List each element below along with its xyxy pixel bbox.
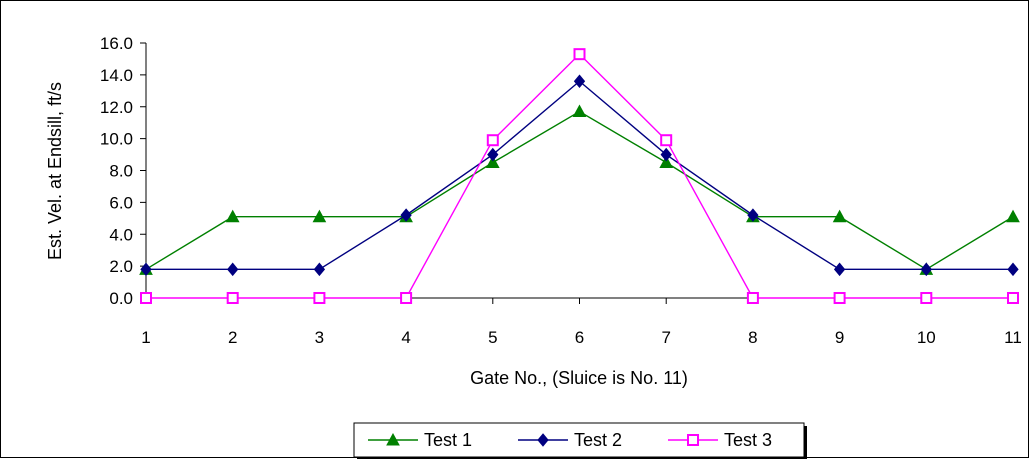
data-point xyxy=(833,292,846,304)
data-point xyxy=(747,208,759,222)
data-point xyxy=(400,208,412,222)
x-tick-label: 5 xyxy=(488,328,497,347)
x-tick-label: 11 xyxy=(1004,328,1022,347)
x-axis-title: Gate No., (Sluice is No. 11) xyxy=(470,368,688,388)
x-tick-label: 6 xyxy=(575,328,584,347)
data-point xyxy=(487,147,499,162)
x-tick-label: 3 xyxy=(315,328,324,347)
data-point xyxy=(486,134,499,147)
data-point xyxy=(313,292,326,304)
y-tick-label: 0.0 xyxy=(109,289,133,308)
data-point xyxy=(573,48,586,61)
data-point xyxy=(833,262,846,277)
series-line xyxy=(146,53,1013,299)
x-tick-label: 8 xyxy=(748,328,757,347)
data-point xyxy=(660,147,672,162)
data-point xyxy=(832,209,847,223)
data-point xyxy=(573,74,586,89)
x-tick-label: 10 xyxy=(917,328,936,347)
data-point xyxy=(225,209,240,223)
series-1 xyxy=(139,104,1020,275)
data-point xyxy=(1006,209,1020,223)
y-tick-label: 2.0 xyxy=(109,257,133,276)
data-point xyxy=(746,292,759,304)
y-tick-label: 8.0 xyxy=(109,162,133,181)
y-tick-label: 14.0 xyxy=(100,66,133,85)
x-tick-label: 1 xyxy=(141,328,150,347)
legend-item: Test 3 xyxy=(668,430,772,450)
x-axis: 1 2 3 4 5 6 7 8 9 10 11 xyxy=(141,298,1022,347)
legend-label: Test 3 xyxy=(724,430,772,450)
legend-marker xyxy=(687,434,699,446)
series-line xyxy=(145,110,1014,271)
x-tick-label: 9 xyxy=(835,328,844,347)
y-tick-label: 4.0 xyxy=(109,225,133,244)
data-point xyxy=(312,209,327,223)
data-point xyxy=(140,262,152,277)
x-tick-label: 4 xyxy=(401,328,410,347)
y-axis-title: Est. Vel. at Endsill, ft/s xyxy=(45,82,65,260)
x-tick-label: 7 xyxy=(661,328,670,347)
legend-marker xyxy=(537,433,549,447)
data-point xyxy=(227,262,239,277)
data-point xyxy=(572,104,587,118)
y-tick-label: 6.0 xyxy=(109,193,133,212)
legend-label: Test 1 xyxy=(424,430,472,450)
legend: Test 1 Test 2 Test 3 xyxy=(353,422,807,459)
data-point xyxy=(920,262,932,277)
legend-label: Test 2 xyxy=(574,430,622,450)
legend-marker xyxy=(386,432,400,446)
data-point xyxy=(659,155,674,169)
legend-item: Test 2 xyxy=(518,430,622,450)
series-2 xyxy=(140,74,1019,277)
series-layer xyxy=(139,48,1020,304)
data-point xyxy=(226,292,239,304)
y-tick-label: 16.0 xyxy=(100,34,133,53)
data-point xyxy=(1007,292,1019,304)
data-point xyxy=(485,155,500,169)
y-axis: 0.0 2.0 4.0 6.0 8.0 10.0 12.0 14.0 16.0 xyxy=(100,34,146,308)
data-point xyxy=(400,292,413,304)
data-point xyxy=(660,134,673,147)
data-point xyxy=(140,292,152,304)
x-tick-label: 2 xyxy=(228,328,237,347)
legend-box xyxy=(353,422,805,458)
data-point xyxy=(1007,262,1019,277)
y-tick-label: 10.0 xyxy=(100,130,133,149)
data-point xyxy=(920,292,933,304)
data-point xyxy=(313,262,326,277)
y-tick-label: 12.0 xyxy=(100,98,133,117)
series-3 xyxy=(140,48,1019,304)
legend-item: Test 1 xyxy=(368,430,472,450)
